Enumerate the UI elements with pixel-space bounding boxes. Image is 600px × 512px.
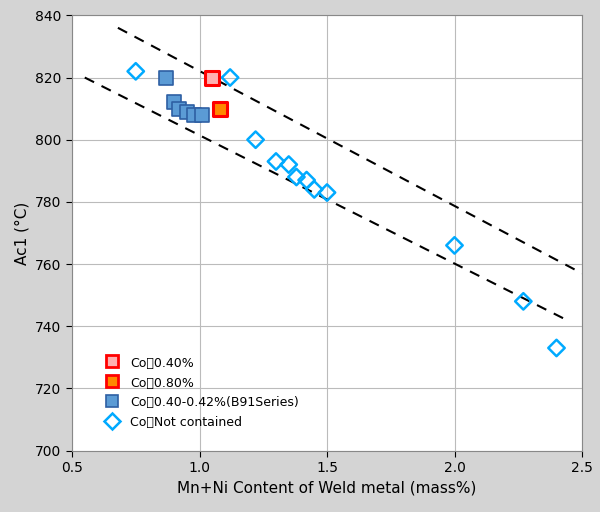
Point: [197, 111, 207, 119]
Point: [169, 98, 179, 106]
X-axis label: Mn+Ni Content of Weld metal (mass%): Mn+Ni Content of Weld metal (mass%): [178, 481, 476, 496]
Y-axis label: Ac1 (°C): Ac1 (°C): [14, 201, 29, 265]
Point: [182, 108, 191, 116]
Point: [552, 344, 562, 352]
Point: [450, 241, 460, 249]
Point: [131, 67, 140, 75]
Point: [215, 104, 225, 113]
Point: [271, 157, 281, 165]
Point: [208, 73, 217, 81]
Point: [226, 73, 235, 81]
Point: [310, 185, 319, 194]
Point: [518, 297, 528, 306]
Point: [322, 188, 332, 197]
Legend: Co：0.40%, Co：0.80%, Co：0.40-0.42%(B91Series), Co：Not contained: Co：0.40%, Co：0.80%, Co：0.40-0.42%(B91Ser…: [98, 350, 305, 436]
Point: [284, 160, 293, 168]
Point: [175, 104, 184, 113]
Point: [302, 176, 311, 184]
Point: [161, 73, 171, 81]
Point: [251, 136, 260, 144]
Point: [190, 111, 199, 119]
Point: [292, 173, 301, 181]
